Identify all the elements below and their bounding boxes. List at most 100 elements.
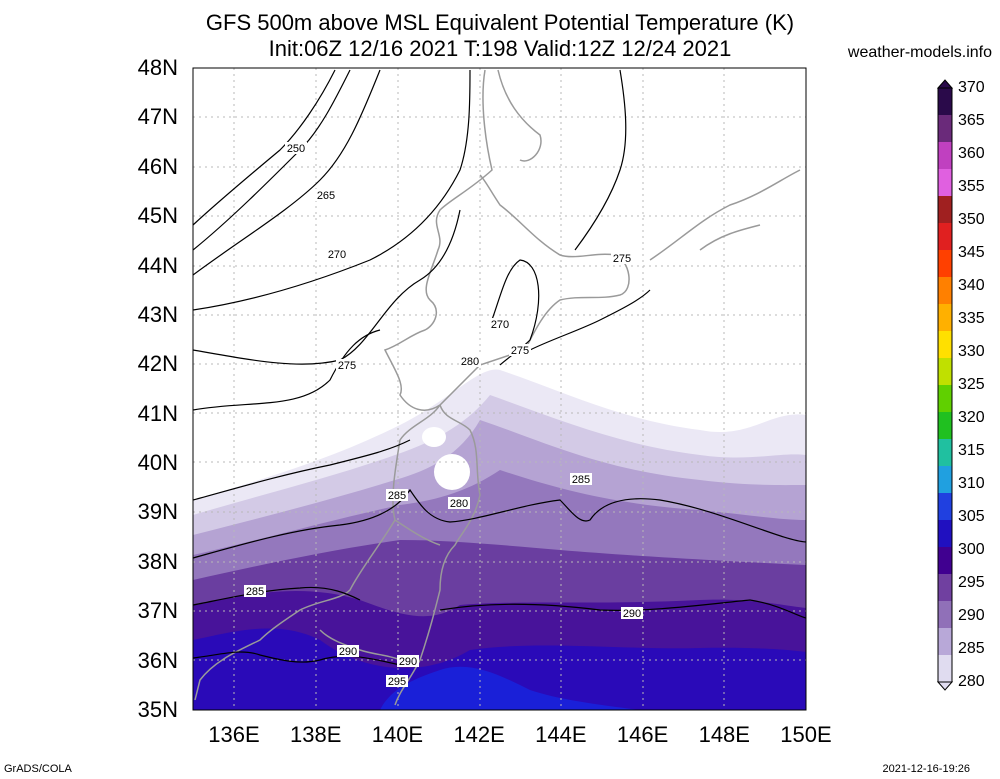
lat-label: 38N [137, 548, 178, 574]
contour-label: 290 [621, 607, 643, 620]
colorbar-max-arrow [936, 79, 954, 89]
svg-text:295: 295 [388, 676, 406, 688]
footer-credit: GrADS/COLA [4, 763, 72, 775]
colorbar [936, 79, 954, 691]
lon-label: 136E [208, 722, 260, 747]
lat-label: 40N [137, 450, 178, 476]
contour-label: 250 [285, 142, 307, 155]
colorbar-tick-label: 365 [958, 112, 985, 129]
colorbar-swatch [938, 331, 952, 359]
lat-label: 39N [137, 499, 178, 525]
coastlines [194, 69, 801, 706]
lat-label: 44N [137, 252, 178, 278]
svg-text:285: 285 [388, 490, 406, 502]
svg-text:290: 290 [399, 656, 417, 668]
svg-text:290: 290 [623, 608, 641, 620]
colorbar-swatch [938, 466, 952, 494]
colorbar-swatch [938, 169, 952, 197]
high-theta-hole [434, 454, 470, 490]
colorbar-swatch [938, 520, 952, 548]
contour-label: 265 [315, 189, 337, 202]
colorbar-swatch [938, 628, 952, 656]
colorbar-swatch [938, 196, 952, 224]
colorbar-tick-label: 355 [958, 178, 985, 195]
lat-label: 41N [137, 400, 178, 426]
contour-label: 285 [386, 489, 408, 502]
contour-label: 275 [611, 252, 633, 265]
contour-label: 290 [337, 645, 359, 658]
band-295 [380, 666, 640, 710]
colorbar-tick-label: 325 [958, 376, 985, 393]
svg-text:275: 275 [613, 253, 631, 265]
lat-label: 45N [137, 203, 178, 229]
contour-label: 270 [326, 248, 348, 261]
colorbar-swatch [938, 655, 952, 683]
lon-label: 150E [780, 722, 832, 747]
svg-text:265: 265 [317, 190, 335, 202]
chart-title: GFS 500m above MSL Equivalent Potential … [205, 10, 795, 35]
footer-timestamp: 2021-12-16-19:26 [882, 763, 970, 775]
contour-label: 275 [509, 344, 531, 357]
lat-label: 36N [137, 647, 178, 673]
svg-text:270: 270 [491, 319, 509, 331]
colorbar-frame [937, 87, 953, 683]
lat-label: 35N [137, 697, 178, 722]
chart-subtitle: Init:06Z 12/16 2021 T:198 Valid:12Z 12/2… [268, 36, 732, 61]
lon-label: 140E [371, 722, 424, 747]
lat-label: 37N [137, 598, 178, 624]
lon-label: 142E [453, 722, 505, 747]
svg-text:250: 250 [287, 143, 305, 155]
lon-label: 146E [616, 722, 669, 747]
colorbar-swatch [938, 115, 952, 143]
lat-label: 46N [137, 153, 178, 179]
colorbar-swatch [938, 385, 952, 413]
colorbar-swatch [938, 304, 952, 332]
svg-text:280: 280 [450, 498, 468, 510]
colorbar-swatch [938, 88, 952, 116]
colorbar-tick-label: 335 [958, 310, 985, 327]
svg-text:285: 285 [246, 586, 264, 598]
contour-label: 290 [397, 655, 419, 668]
colorbar-swatch [938, 439, 952, 467]
colorbar-tick-label: 340 [958, 277, 985, 294]
colorbar-tick-label: 285 [958, 640, 985, 657]
contour-label: 280 [459, 355, 481, 368]
colorbar-swatch [938, 574, 952, 602]
lat-label: 42N [137, 351, 178, 377]
map-frame [192, 67, 807, 711]
colorbar-min-arrow [936, 681, 954, 691]
svg-text:275: 275 [338, 360, 356, 372]
colorbar-swatch [938, 142, 952, 170]
lon-label: 144E [535, 722, 587, 747]
contour-label: 280 [448, 497, 470, 510]
colorbar-swatch [938, 547, 952, 575]
contours [193, 69, 806, 666]
svg-text:280: 280 [461, 356, 479, 368]
svg-text:290: 290 [339, 646, 357, 658]
colorbar-tick-label: 370 [958, 79, 985, 96]
colorbar-swatch [938, 277, 952, 305]
contour-label: 285 [244, 585, 266, 598]
contour-label: 295 [386, 675, 408, 688]
contour-label-group: 250 265 270 270 275 275 275 280 280 285 285 285 290 2… [244, 142, 643, 688]
lat-label: 43N [137, 301, 178, 327]
lat-label: 48N [137, 55, 178, 80]
colorbar-swatch [938, 412, 952, 440]
high-theta-hole [422, 427, 446, 447]
colorbar-tick-label: 320 [958, 409, 985, 426]
colorbar-swatch [938, 250, 952, 278]
colorbar-swatch [938, 358, 952, 386]
site-label: weather-models.info [847, 44, 992, 61]
colorbar-tick-label: 310 [958, 475, 985, 492]
colorbar-tick-label: 300 [958, 541, 985, 558]
svg-text:285: 285 [572, 474, 590, 486]
contour-label: 285 [570, 473, 592, 486]
colorbar-swatch [938, 493, 952, 521]
colorbar-swatch [938, 601, 952, 629]
svg-text:275: 275 [511, 345, 529, 357]
lat-label: 47N [137, 104, 178, 130]
colorbar-swatch [938, 223, 952, 251]
colorbar-tick-label: 280 [958, 673, 985, 690]
colorbar-tick-label: 345 [958, 244, 985, 261]
